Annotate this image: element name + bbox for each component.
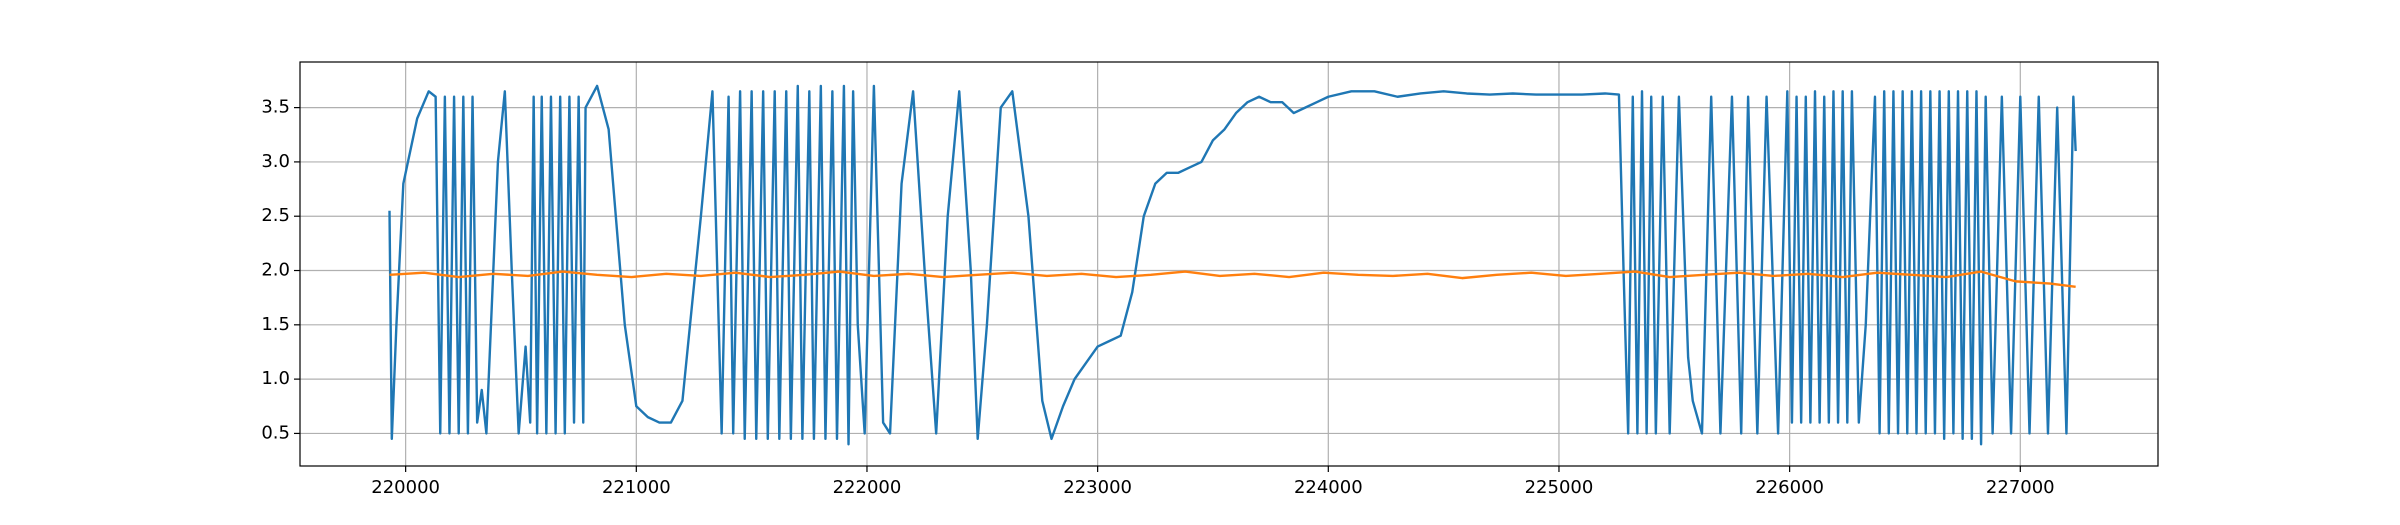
x-tick-label: 227000 <box>1986 477 2055 498</box>
y-tick-label: 3.5 <box>261 97 290 118</box>
data-line <box>388 84 2077 446</box>
x-tick-label: 225000 <box>1525 477 1594 498</box>
x-tick-label: 226000 <box>1755 477 1824 498</box>
y-tick-label: 2.0 <box>261 260 290 281</box>
y-tick-label: 2.5 <box>261 205 290 226</box>
x-tick-label: 222000 <box>833 477 902 498</box>
x-tick-label: 223000 <box>1063 477 1132 498</box>
y-tick-label: 1.5 <box>261 314 290 335</box>
x-tick-label: 220000 <box>371 477 440 498</box>
plot-frame <box>299 61 2159 467</box>
y-tick-label: 0.5 <box>261 422 290 443</box>
data-line <box>389 270 2076 289</box>
y-tick-label: 3.0 <box>261 151 290 172</box>
x-tick-label: 224000 <box>1294 477 1363 498</box>
x-tick-label: 221000 <box>602 477 671 498</box>
y-tick-label: 1.0 <box>261 368 290 389</box>
